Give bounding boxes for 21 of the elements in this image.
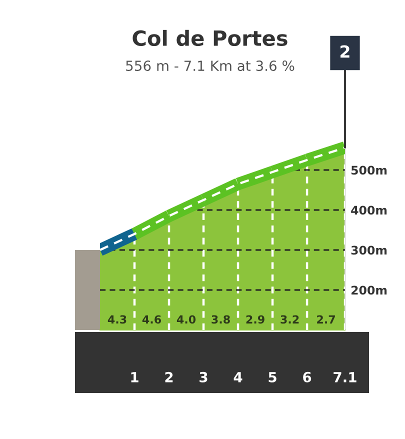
x-tick-label: 5 [268, 372, 276, 382]
y-tick-label: 200m [351, 286, 387, 295]
annotation: 2 [340, 45, 350, 58]
x-tick-label: 2 [165, 372, 173, 382]
x-tick-label: 4 [234, 372, 242, 382]
annotation: 4.3 [108, 315, 126, 324]
annotation: 4.0 [176, 315, 196, 324]
annotation: 3.8 [212, 315, 230, 324]
x-tick-label: 6 [303, 372, 312, 382]
x-tick-label: 1 [131, 372, 138, 382]
annotation: 3.2 [280, 315, 299, 324]
annotation: 2.7 [317, 315, 335, 324]
y-tick-label: 300m [351, 246, 387, 255]
annotation: 2.9 [246, 315, 264, 324]
chart-title: Col de Portes [132, 30, 288, 46]
x-tick-label: 7.1 [334, 372, 356, 382]
x-tick-label: 3 [200, 372, 208, 382]
chart-subtitle: 556 m - 7.1 Km at 3.6 % [126, 60, 294, 72]
annotation: 4.6 [142, 315, 162, 324]
y-tick-label: 500m [351, 166, 387, 175]
y-tick-label: 400m [351, 206, 387, 215]
